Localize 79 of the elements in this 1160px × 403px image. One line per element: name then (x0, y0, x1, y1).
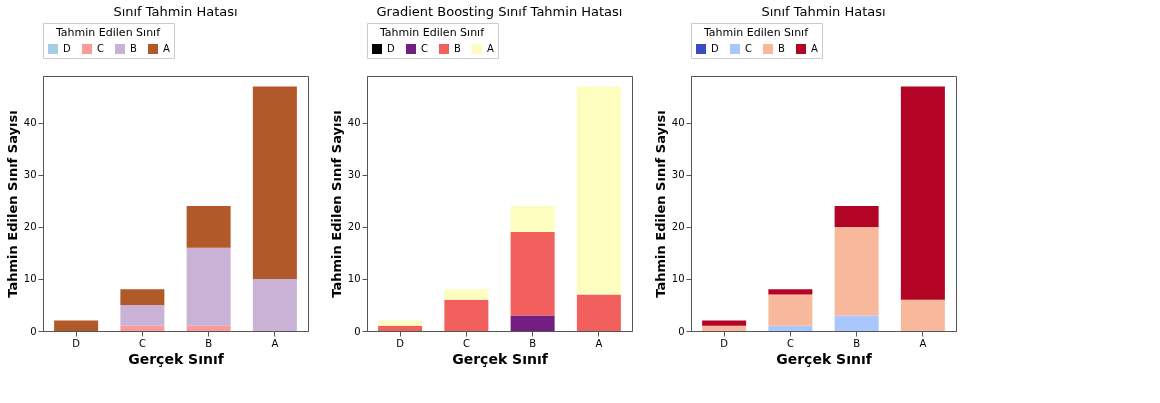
y-tick-label: 30 (671, 169, 685, 181)
y-tick-label: 30 (23, 169, 37, 181)
bar (378, 325, 423, 331)
x-tick-label: D (720, 337, 729, 349)
bar (252, 278, 297, 331)
bar (444, 299, 489, 331)
bar (576, 294, 621, 331)
legend-label: B (130, 43, 137, 54)
y-tick-label: 20 (671, 221, 685, 233)
legend-title: Tahmin Edilen Sınıf (378, 26, 486, 39)
bar (378, 320, 423, 326)
bar (510, 232, 555, 316)
legend-label: C (421, 43, 428, 54)
bar (768, 325, 813, 331)
y-tick-label: 10 (347, 273, 361, 285)
legend-title: Tahmin Edilen Sınıf (54, 26, 162, 39)
chart-title: Gradient Boosting Sınıf Tahmin Hatası (376, 3, 623, 19)
x-tick-label: D (72, 337, 81, 349)
chart-title: Sınıf Tahmin Hatası (761, 3, 886, 19)
bar (120, 289, 165, 305)
x-tick-label: A (595, 337, 603, 349)
bar (900, 86, 945, 300)
bar (444, 289, 489, 300)
legend-label: D (63, 43, 71, 54)
y-axis-title: Tahmin Edilen Sınıf Sayısı (652, 110, 668, 298)
x-tick-label: A (919, 337, 927, 349)
y-tick-label: 0 (354, 325, 361, 337)
legend-label: A (811, 43, 818, 54)
bar (900, 299, 945, 331)
x-tick-label: C (138, 337, 146, 349)
y-tick-label: 40 (23, 117, 37, 129)
y-tick-label: 40 (671, 117, 685, 129)
bar (120, 304, 165, 326)
y-tick-label: 20 (347, 221, 361, 233)
bar (834, 206, 879, 227)
bar (252, 86, 297, 279)
y-axis-title: Tahmin Edilen Sınıf Sayısı (328, 110, 344, 298)
x-axis-title: Gerçek Sınıf (452, 350, 549, 367)
bar (186, 206, 231, 248)
x-tick-label: B (529, 337, 537, 349)
x-tick-label: C (786, 337, 794, 349)
bar (120, 325, 165, 331)
x-tick-label: D (396, 337, 405, 349)
bar (186, 247, 231, 326)
bar (834, 315, 879, 331)
y-tick-label: 10 (671, 273, 685, 285)
bar (510, 206, 555, 233)
legend-label: D (711, 43, 719, 54)
x-axis-title: Gerçek Sınıf (776, 350, 873, 367)
bar (576, 86, 621, 295)
x-tick-label: B (205, 337, 213, 349)
y-tick-label: 30 (347, 169, 361, 181)
y-tick-label: 40 (347, 117, 361, 129)
bar (768, 294, 813, 326)
x-tick-label: C (462, 337, 470, 349)
x-tick-label: A (271, 337, 279, 349)
bar (186, 325, 231, 331)
y-tick-label: 20 (23, 221, 37, 233)
legend-label: B (454, 43, 461, 54)
legend-label: A (487, 43, 494, 54)
bar (768, 289, 813, 295)
x-axis-title: Gerçek Sınıf (128, 350, 225, 367)
legend-label: C (745, 43, 752, 54)
bar (510, 315, 555, 331)
legend-label: B (778, 43, 785, 54)
legend-label: D (387, 43, 395, 54)
chart-title: Sınıf Tahmin Hatası (113, 3, 238, 19)
y-tick-label: 0 (678, 325, 685, 337)
legend-label: A (163, 43, 170, 54)
y-tick-label: 0 (30, 325, 37, 337)
x-tick-label: B (853, 337, 861, 349)
legend-title: Tahmin Edilen Sınıf (702, 26, 810, 39)
y-axis-title: Tahmin Edilen Sınıf Sayısı (4, 110, 20, 298)
bar (54, 320, 99, 331)
bar (834, 226, 879, 316)
bar (702, 325, 747, 331)
y-tick-label: 10 (23, 273, 37, 285)
legend-label: C (97, 43, 104, 54)
bar (702, 320, 747, 326)
